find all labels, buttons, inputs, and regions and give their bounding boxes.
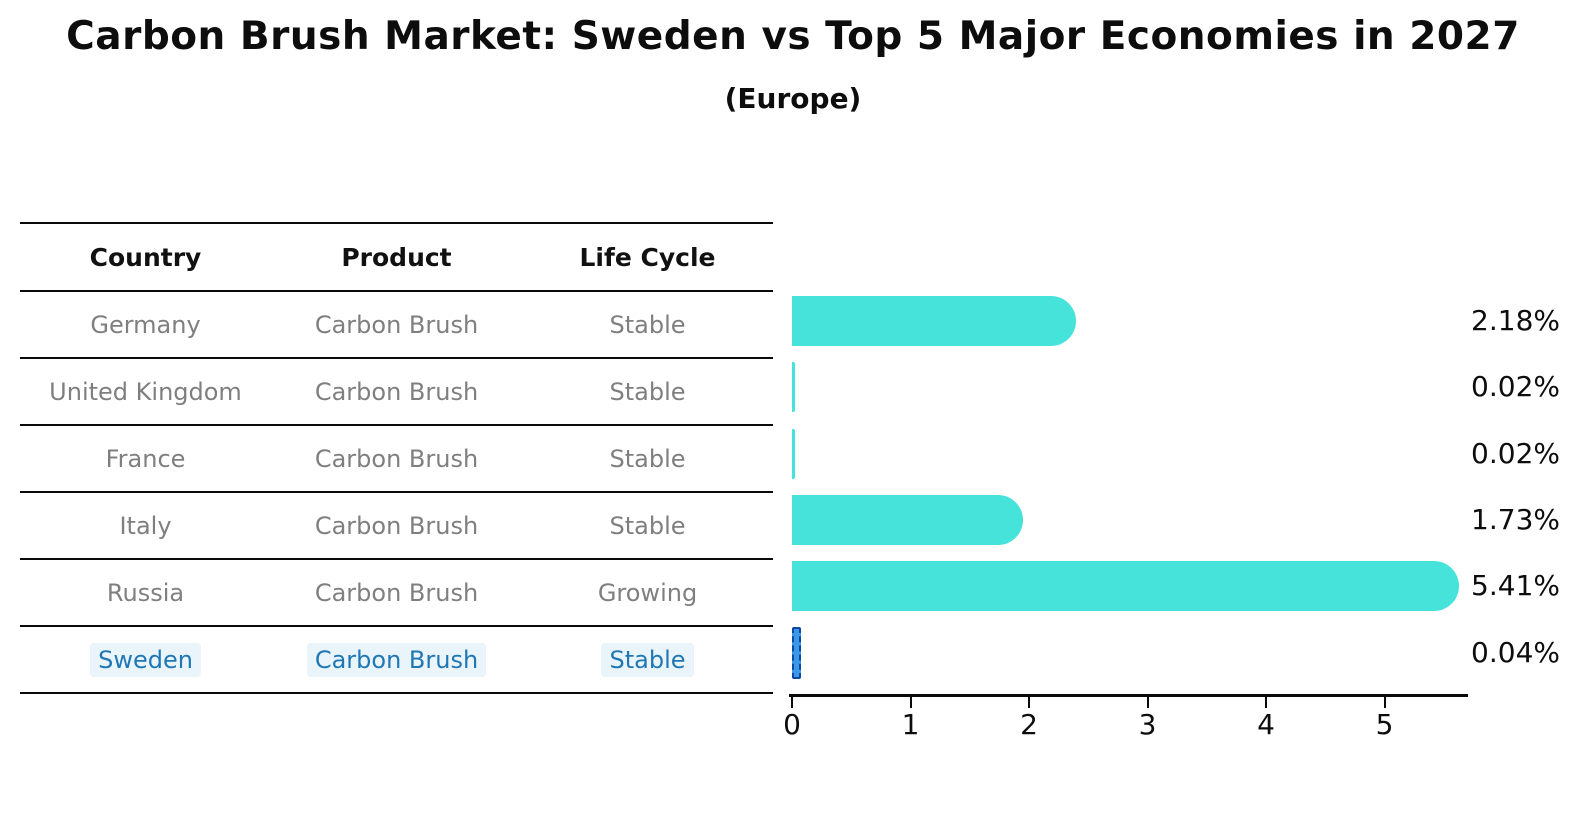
bar-sweden	[792, 626, 801, 679]
table-cell-product: Carbon Brush	[314, 310, 479, 339]
bar-france	[792, 428, 795, 479]
table-body: Germany Carbon Brush Stable United Kingdom C…	[20, 292, 773, 694]
x-axis-tick-mark	[1028, 697, 1030, 708]
x-axis-tick-mark	[909, 697, 912, 708]
x-axis-tick-label: 1	[901, 708, 920, 741]
table-row: Italy Carbon Brush Stable	[20, 493, 773, 560]
value-label-united-kingdom: 0.02%	[1471, 370, 1560, 404]
x-axis-tick-label: 5	[1375, 708, 1394, 741]
table-cell-country: Russia	[106, 578, 185, 607]
table-row: France Carbon Brush Stable	[20, 426, 773, 493]
bar-united-kingdom	[792, 362, 795, 413]
country-table: Country Product Life Cycle Germany Carbon…	[20, 222, 773, 694]
value-label-russia: 5.41%	[1471, 569, 1560, 603]
table-row: United Kingdom Carbon Brush Stable	[20, 359, 773, 426]
table-cell-product: Carbon Brush	[314, 377, 479, 406]
table-row: Germany Carbon Brush Stable	[20, 292, 773, 359]
chart-title: Carbon Brush Market: Sweden vs Top 5 Maj…	[66, 14, 1520, 59]
column-header-lifecycle: Life Cycle	[579, 242, 716, 272]
table-cell-product: Carbon Brush	[314, 444, 479, 473]
x-axis-tick-label: 0	[783, 708, 801, 741]
x-axis-tick-mark	[1265, 697, 1267, 708]
value-label-sweden: 0.04%	[1471, 635, 1560, 669]
table-cell-country: Germany	[90, 310, 201, 339]
value-label-germany: 2.18%	[1471, 304, 1560, 338]
bar-russia	[792, 561, 1460, 612]
column-header-country: Country	[89, 242, 202, 272]
x-axis-line	[789, 694, 1468, 697]
bar-germany	[792, 296, 1077, 347]
table-cell-lifecycle: Stable	[609, 310, 686, 339]
x-axis-tick-mark	[1146, 697, 1149, 708]
table-cell-product: Carbon Brush	[314, 578, 479, 607]
table-cell-lifecycle: Stable	[609, 444, 686, 473]
value-label-france: 0.02%	[1471, 436, 1560, 470]
table-cell-country: United Kingdom	[49, 377, 242, 406]
x-axis-tick-label: 3	[1138, 708, 1157, 741]
table-cell-lifecycle: Stable	[609, 511, 686, 540]
table-cell-country: France	[105, 444, 186, 473]
table-row: Sweden Carbon Brush Stable	[20, 627, 773, 694]
x-axis-tick-label: 2	[1020, 708, 1038, 741]
x-axis-tick-label: 4	[1257, 708, 1275, 741]
column-header-product: Product	[341, 242, 452, 272]
table-cell-product: Carbon Brush	[314, 511, 479, 540]
table-cell-country: Italy	[119, 511, 172, 540]
table-row: Russia Carbon Brush Growing	[20, 560, 773, 627]
table-header-row: Country Product Life Cycle	[20, 222, 773, 292]
table-cell-lifecycle: Growing	[597, 578, 698, 607]
x-axis-tick-mark	[1383, 697, 1386, 708]
bar-italy	[792, 495, 1023, 546]
table-cell-lifecycle: Stable	[609, 377, 686, 406]
value-label-italy: 1.73%	[1471, 503, 1560, 537]
table-cell-product: Carbon Brush	[271, 642, 522, 677]
x-axis-tick-mark	[791, 697, 793, 708]
table-cell-country: Sweden	[20, 642, 271, 677]
chart-subtitle: (Europe)	[724, 82, 862, 115]
table-cell-lifecycle: Stable	[522, 642, 773, 677]
